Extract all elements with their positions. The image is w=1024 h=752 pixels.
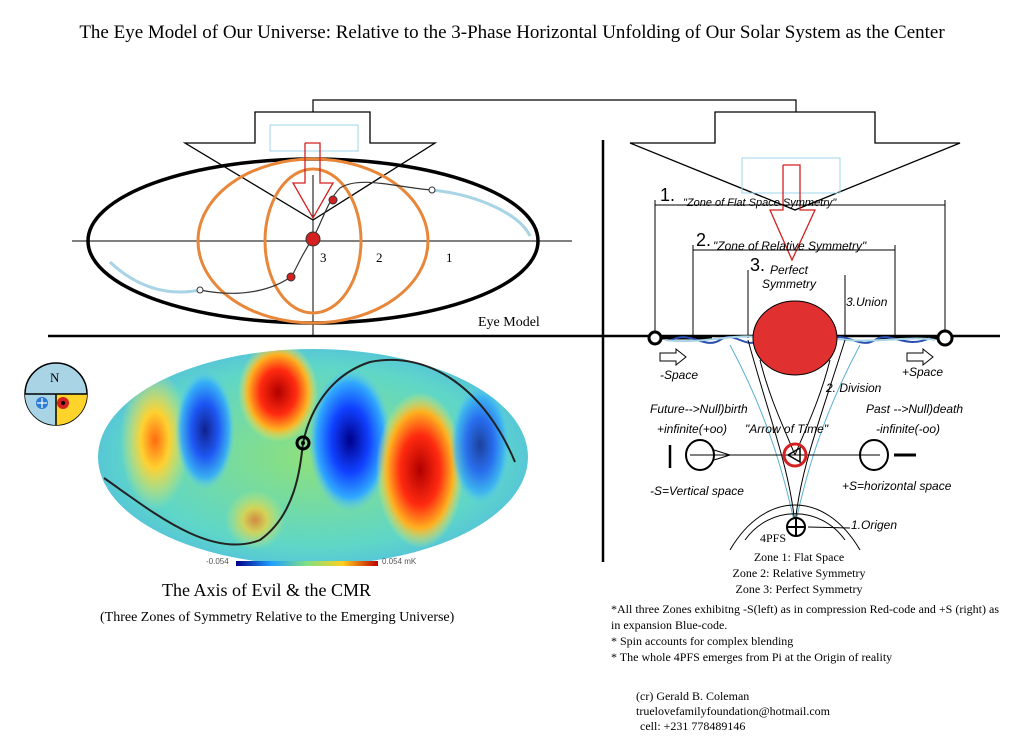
right-end-ring [936,329,954,347]
arrow-of-time-label: "Arrow of Time" [745,422,829,436]
eye-small-dot-left [196,286,204,294]
cmr-caption: The Axis of Evil & the CMR [162,580,371,600]
right-arrow-shape [629,111,961,211]
right-dimension-lines [654,200,946,338]
vertical-space-label: -S=Vertical space [650,484,744,498]
division-label: 2. Division [826,381,882,395]
cmr-scale-bar [236,561,378,566]
arrow-of-time [668,439,916,471]
cmr-map [98,349,528,565]
credit-name: (cr) Gerald B. Coleman [636,689,750,703]
zone2-num: 2. [696,230,712,250]
origin-icon [786,517,806,537]
minus-infinite-label: -infinite(-oo) [876,422,941,436]
scale-max-label: 0.054 mK [382,557,417,566]
minus-space-label: -Space [660,368,699,382]
zone1-num: 1. [660,185,676,205]
past-label: Past -->Null)death [866,402,964,416]
plus-infinite-label: +infinite(+oo) [657,422,728,436]
zone3-number: 3 [320,250,327,265]
origen-label: 1.Origen [851,518,898,532]
zone3-label-a: Perfect [770,263,809,277]
zone1-label: "Zone of Flat Space Symmetry" [683,197,837,209]
eye-center-red [305,231,321,247]
zone3-ring [263,167,363,315]
right-red-arrow [769,164,817,262]
zone1-number: 1 [446,250,453,265]
zone3-label-b: Symmetry [762,277,816,291]
zone-item-1: Zone 1: Flat Space [753,550,845,564]
note-1: *All three Zones exhibitng -S(left) as i… [611,602,1000,632]
credit-phone: cell: +231 778489146 [640,719,746,733]
zone2-label: "Zone of Relative Symmetry" [713,239,867,253]
compass-north-label: N [50,370,60,385]
cmr-subcaption: (Three Zones of Symmetry Relative to the… [100,610,455,625]
eye-blue-curve [108,260,201,294]
note-3: * The whole 4PFS emerges from Pi at the … [611,650,893,664]
union-red-circle [752,300,838,376]
horizontal-space-label: +S=horizontal space [842,479,952,493]
page-title: The Eye Model of Our Universe: Relative … [79,22,945,43]
top-connector [312,99,797,112]
eye-model-label: Eye Model [478,315,540,330]
eye-small-dot-right [428,186,436,194]
note-2: * Spin accounts for complex blending [611,634,794,648]
plus-space-label: +Space [902,365,944,379]
eye-red-dot-lower [286,272,296,282]
eye-red-arrow [291,142,335,220]
zone3-num: 3. [750,255,766,275]
credit-block: (cr) Gerald B. Coleman truelovefamilyfou… [636,689,830,734]
future-label: Future-->Null)birth [650,402,748,416]
scale-min-label: -0.054 [206,557,229,566]
union-label: 3.Union [846,295,888,309]
cone-lines [729,339,861,551]
credit-email: truelovefamilyfoundation@hotmail.com [636,704,831,718]
zones-list: Zone 1: Flat Space Zone 2: Relative Symm… [719,549,879,597]
space-arrows [659,347,934,367]
zone2-ring [196,157,430,325]
compass-icon [24,362,88,426]
left-arrow-shape [182,111,438,221]
left-end-ring [647,330,663,346]
zone-item-2: Zone 2: Relative Symmetry [732,566,866,580]
eye-red-dot-upper [328,195,338,205]
notes-block: *All three Zones exhibitng -S(left) as i… [611,601,1006,665]
zone-item-3: Zone 3: Perfect Symmetry [735,582,863,596]
eye-blue-curve-right [431,188,532,237]
zone2-number: 2 [376,250,383,265]
origen-pointer [807,526,851,529]
pfs-label: 4PFS [760,531,787,545]
